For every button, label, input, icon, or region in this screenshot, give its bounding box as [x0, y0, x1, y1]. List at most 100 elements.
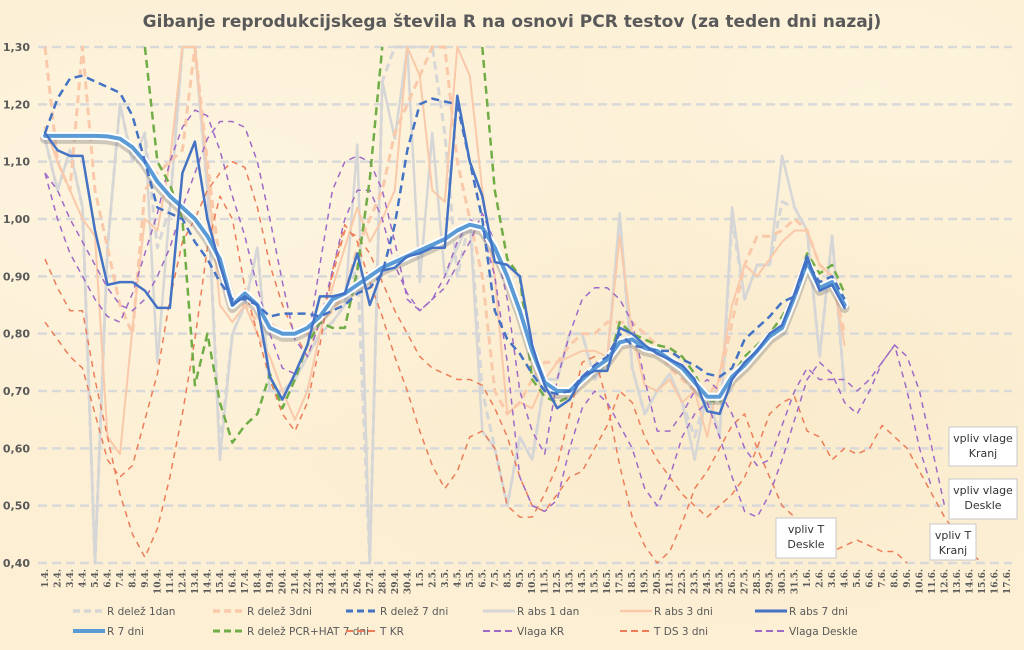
x-tick-label: 30.4. — [403, 569, 413, 594]
x-tick-label: 16.4. — [228, 569, 238, 594]
legend-item[interactable]: T DS 3 dni — [620, 626, 708, 638]
legend-item[interactable]: R delež PCR+HAT 7 dni — [213, 626, 369, 638]
legend-label: R delež PCR+HAT 7 dni — [247, 626, 369, 638]
annotation-text: vpliv vlage — [953, 432, 1013, 445]
legend-item[interactable]: R delež 1dan — [73, 606, 175, 618]
annotation-box: vpliv T Deskle — [775, 517, 837, 559]
legend-item[interactable]: R delež 3dni — [213, 606, 312, 618]
series-r-dele-1dan — [43, 45, 847, 565]
x-tick-label: 11.4. — [166, 569, 176, 594]
x-tick-label: 29.4. — [391, 569, 401, 594]
legend-item[interactable]: Vlaga KR — [483, 626, 564, 638]
x-tick-label: 2.5. — [428, 569, 438, 588]
x-tick-label: 25.5. — [716, 569, 726, 594]
legend-item[interactable]: R 7 dni — [73, 626, 144, 638]
x-tick-label: 12.4. — [178, 569, 188, 594]
series-line — [44, 160, 983, 564]
x-tick-label: 6.5. — [478, 569, 488, 588]
x-tick-label: 29.5. — [766, 569, 776, 594]
series-line — [43, 45, 846, 565]
y-tick-label: 0,70 — [3, 385, 30, 398]
x-tick-label: 12.5. — [553, 569, 563, 594]
x-tick-label: 14.4. — [203, 569, 213, 594]
y-tick-label: 1,10 — [3, 156, 30, 169]
x-tick-label: 23.4. — [316, 569, 326, 594]
annotation-box: vpliv vlage Deskle — [948, 478, 1018, 520]
x-tick-label: 26.5. — [728, 569, 738, 594]
x-tick-label: 14.6. — [966, 569, 976, 594]
x-tick-label: 3.4. — [66, 569, 76, 588]
x-tick-label: 15.5. — [591, 569, 601, 594]
y-tick-label: 0,60 — [3, 442, 30, 455]
legend-label: R abs 3 dni — [654, 606, 713, 618]
x-tick-label: 13.6. — [953, 569, 963, 594]
x-tick-label: 18.4. — [253, 569, 263, 594]
legend-item[interactable]: R delež 7 dni — [346, 606, 448, 618]
legend-label: Vlaga KR — [517, 626, 564, 638]
legend-item[interactable]: R abs 7 dni — [755, 606, 848, 618]
x-tick-label: 14.5. — [578, 569, 588, 594]
x-tick-label: 28.5. — [753, 569, 763, 594]
legend-label: R abs 7 dni — [789, 606, 848, 618]
series-r-dele-7-dni — [43, 74, 846, 396]
x-tick-label: 8.5. — [503, 569, 513, 588]
x-tick-label: 10.4. — [153, 569, 163, 594]
x-tick-label: 8.4. — [128, 569, 138, 588]
series-line — [43, 45, 847, 416]
x-tick-label: 21.5. — [666, 569, 676, 594]
x-tick-label: 1.6. — [803, 569, 813, 588]
x-tick-label: 4.5. — [453, 569, 463, 588]
x-tick-label: 30.5. — [778, 569, 788, 594]
x-tick-label: 28.4. — [378, 569, 388, 594]
x-tick-label: 12.6. — [941, 569, 951, 594]
x-tick-label: 1.5. — [416, 569, 426, 588]
series-line — [44, 120, 946, 518]
x-tick-label: 7.5. — [491, 569, 501, 588]
x-tick-label: 13.5. — [566, 569, 576, 594]
series-line — [143, 46, 384, 444]
x-tick-label: 16.6. — [991, 569, 1001, 594]
legend-item[interactable]: T KR — [346, 626, 404, 638]
x-tick-label: 5.6. — [853, 569, 863, 588]
x-tick-label: 4.4. — [78, 569, 88, 588]
y-tick-label: 0,90 — [3, 270, 30, 283]
annotation-text: Deskle — [787, 538, 824, 551]
x-tick-label: 19.5. — [641, 569, 651, 594]
x-tick-label: 19.4. — [266, 569, 276, 594]
y-tick-label: 1,20 — [3, 98, 30, 111]
series-r-abs-1-dan — [43, 45, 846, 565]
x-tick-label: 5.5. — [466, 569, 476, 588]
x-tick-label: 21.4. — [291, 569, 301, 594]
legend-item[interactable]: Vlaga Deskle — [755, 626, 857, 638]
legend-item[interactable]: R abs 3 dni — [620, 606, 713, 618]
x-tick-label: 27.5. — [741, 569, 751, 594]
x-tick-label: 6.4. — [103, 569, 113, 588]
x-tick-label: 8.6. — [891, 569, 901, 588]
x-tick-label: 9.4. — [141, 569, 151, 588]
x-tick-label: 10.5. — [528, 569, 538, 594]
x-tick-label: 23.5. — [691, 569, 701, 594]
y-tick-label: 1,00 — [3, 213, 30, 226]
legend-label: R delež 1dan — [107, 606, 175, 618]
x-tick-label: 4.6. — [841, 569, 851, 588]
x-tick-label: 5.4. — [91, 569, 101, 588]
x-tick-label: 2.4. — [53, 569, 63, 588]
x-tick-label: 3.5. — [441, 569, 451, 588]
series-line — [43, 45, 847, 565]
legend-label: Vlaga Deskle — [789, 626, 857, 638]
annotation-box: vpliv vlage Kranj — [948, 426, 1018, 467]
y-tick-label: 0,40 — [3, 557, 30, 570]
legend-label: R abs 1 dan — [517, 606, 579, 618]
x-tick-label: 9.6. — [903, 569, 913, 588]
series-t-kr — [44, 160, 983, 564]
series-line — [44, 195, 908, 564]
annotation-text: vpliv vlage — [953, 484, 1013, 497]
annotation-text: Deskle — [964, 499, 1001, 512]
x-tick-label: 27.4. — [366, 569, 376, 594]
x-tick-label: 10.6. — [916, 569, 926, 594]
legend-item[interactable]: R abs 1 dan — [483, 606, 579, 618]
x-axis-ticks: 1.4. 2.4. 3.4. 4.4. 5.4. 6.4. 7.4. 8.4. 9.4. 10.4… — [41, 569, 1013, 594]
annotation-text: Kranj — [939, 544, 968, 557]
x-tick-label: 17.6. — [1003, 569, 1013, 594]
